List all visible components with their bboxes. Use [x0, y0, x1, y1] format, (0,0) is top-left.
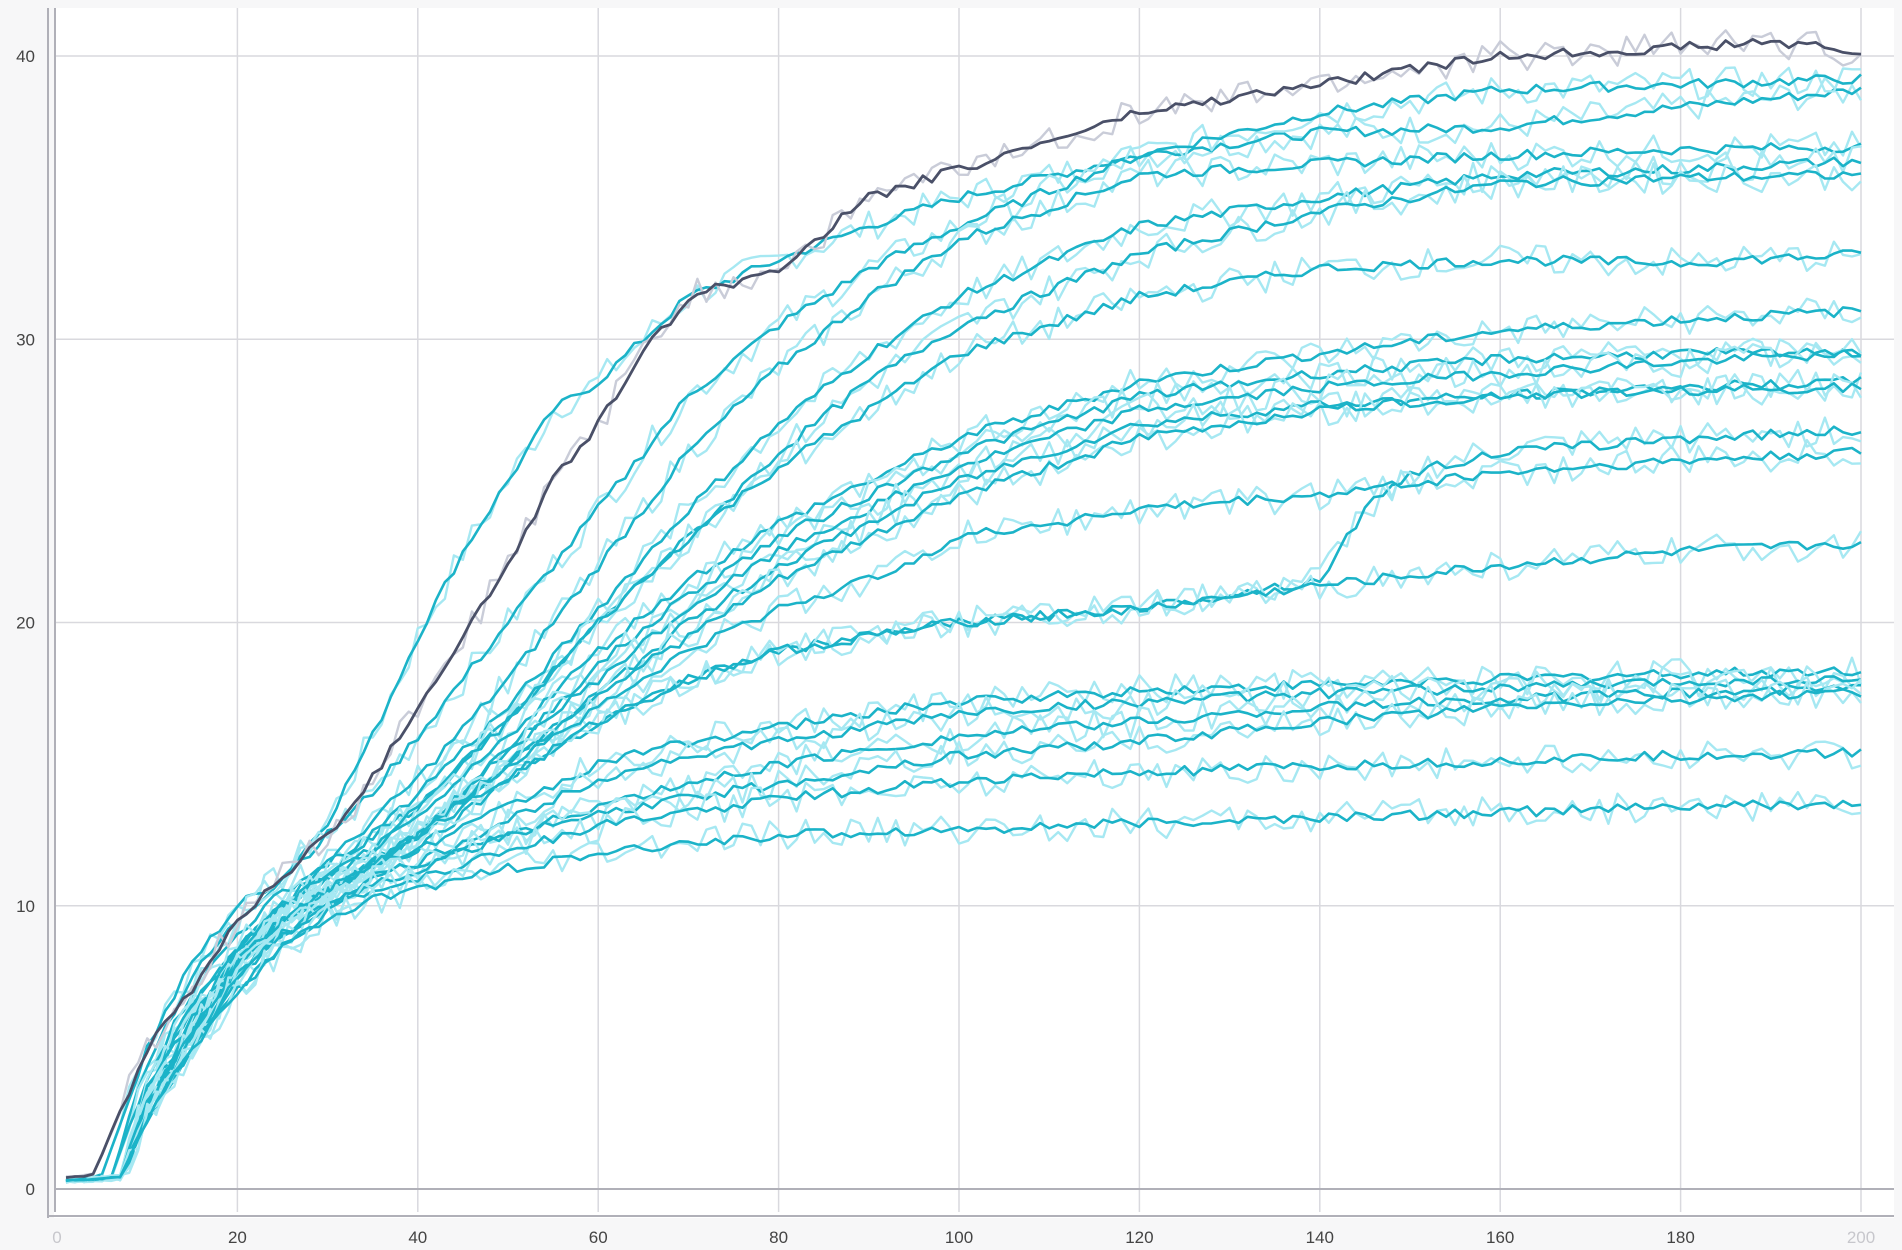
- x-tick-label: 120: [1125, 1228, 1153, 1247]
- series-line[interactable]: [65, 540, 1862, 1183]
- x-tick-label: 180: [1666, 1228, 1694, 1247]
- series-raw-line: [65, 740, 1862, 1184]
- series-raw-line: [65, 162, 1862, 1182]
- axes: [47, 8, 1894, 1218]
- tick-labels: 0 20 40 60 80 100 120 140 160 180 200 0 10 20 30 40: [16, 47, 1875, 1247]
- series-line[interactable]: [66, 169, 1862, 1181]
- y-tick-label: 20: [16, 614, 35, 633]
- series-raw-line: [65, 29, 1862, 1178]
- series-line[interactable]: [65, 666, 1862, 1183]
- x-tick-label: 40: [408, 1228, 427, 1247]
- series-line[interactable]: [65, 683, 1861, 1182]
- x-tick-label: 80: [769, 1228, 788, 1247]
- x-tick-label: 0: [52, 1228, 61, 1247]
- grid: [54, 8, 1894, 1212]
- x-tick-label: 140: [1306, 1228, 1334, 1247]
- x-tick-label: 100: [945, 1228, 973, 1247]
- series-raw-line: [65, 130, 1863, 1182]
- series-raw-line: [65, 373, 1863, 1184]
- series-raw-line: [65, 338, 1863, 1184]
- series-line-highlight[interactable]: [65, 38, 1862, 1179]
- y-tick-label: 40: [16, 47, 35, 66]
- y-tick-label: 10: [16, 897, 35, 916]
- x-tick-label: 60: [589, 1228, 608, 1247]
- series-line[interactable]: [65, 86, 1862, 1183]
- series-raw-line: [65, 76, 1863, 1182]
- series-layer: [65, 29, 1863, 1184]
- y-tick-label: 0: [26, 1180, 35, 1199]
- x-tick-label: 200: [1847, 1228, 1875, 1247]
- x-tick-label: 20: [228, 1228, 247, 1247]
- series-raw-line: [65, 368, 1863, 1184]
- series-line[interactable]: [65, 688, 1862, 1182]
- series-line[interactable]: [65, 747, 1862, 1182]
- y-tick-label: 30: [16, 330, 35, 349]
- series-line[interactable]: [65, 249, 1862, 1182]
- x-tick-label: 160: [1486, 1228, 1514, 1247]
- series-line[interactable]: [65, 799, 1862, 1183]
- series-line[interactable]: [65, 142, 1862, 1182]
